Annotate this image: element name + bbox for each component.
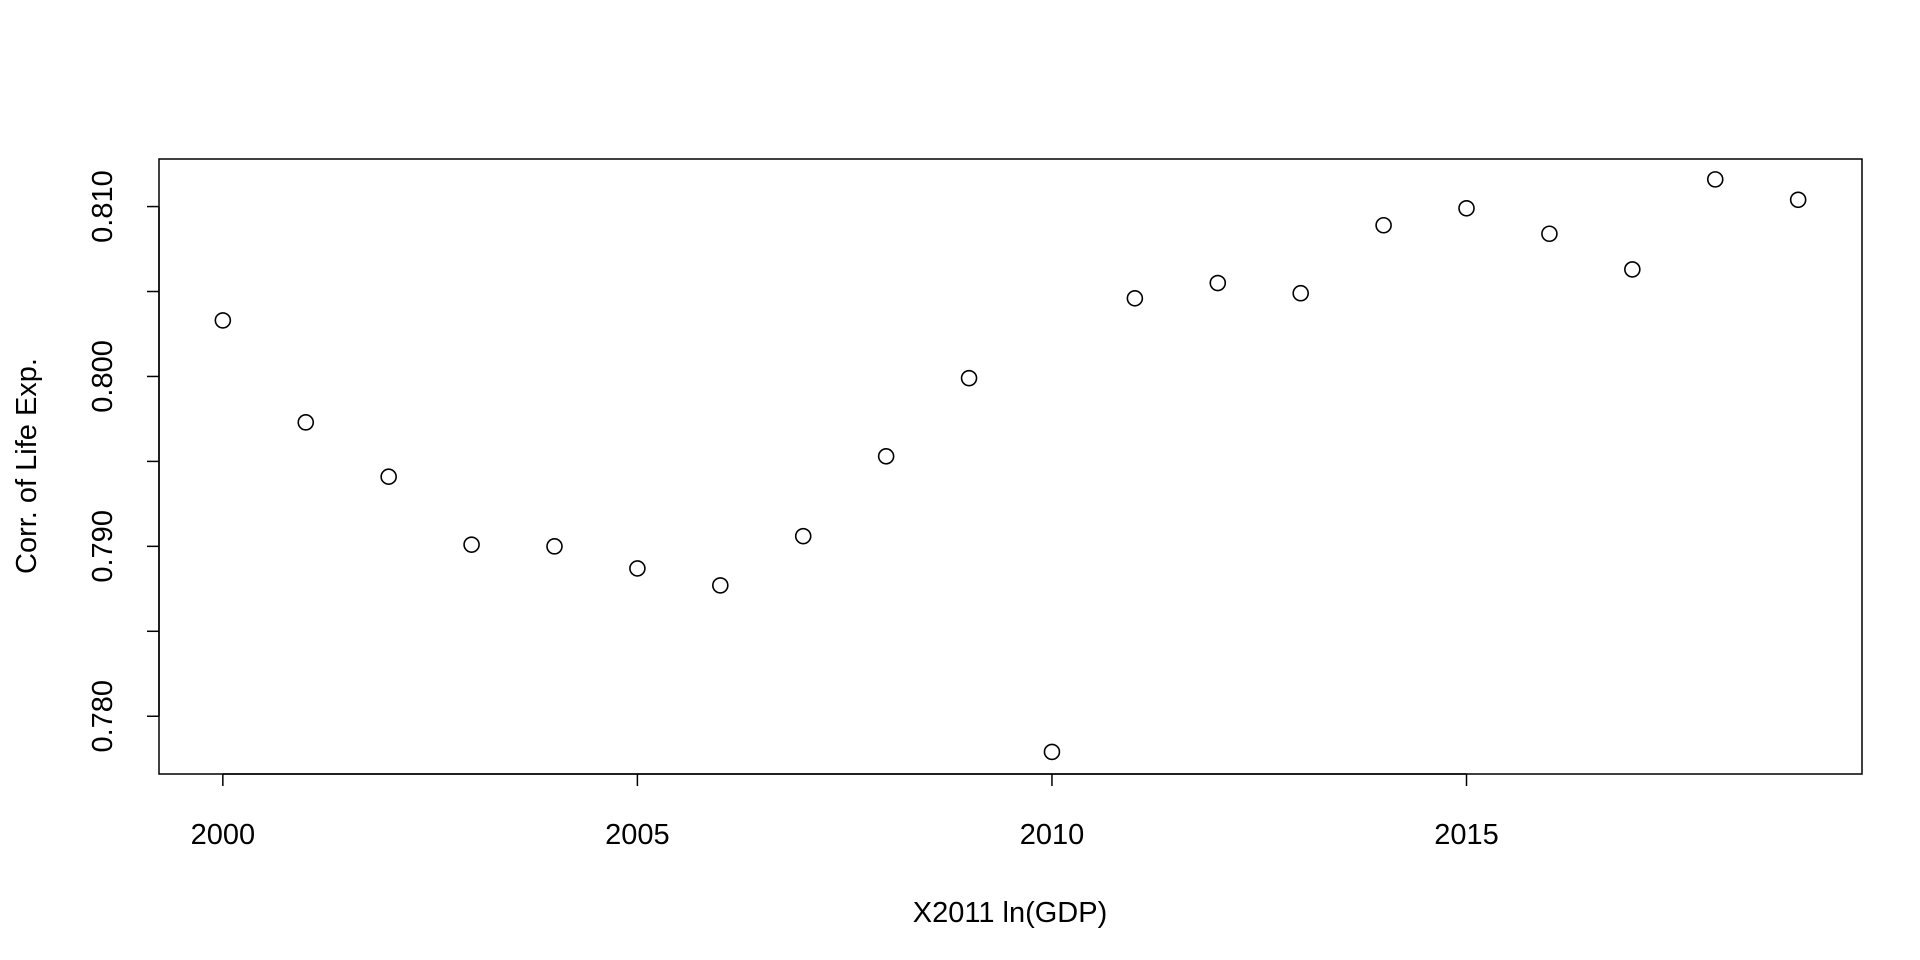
data-point — [1209, 274, 1227, 292]
data-point — [1043, 743, 1061, 761]
data-point — [1789, 191, 1807, 209]
y-axis: 0.780 0.790 0.800 0.810 — [87, 170, 160, 753]
x-tick-label: 2000 — [191, 819, 256, 851]
x-axis-label: X2011 ln(GDP) — [913, 897, 1108, 929]
data-point — [1624, 261, 1641, 278]
x-tick-label: 2010 — [1020, 819, 1085, 851]
y-tick-label: 0.780 — [87, 680, 119, 753]
y-axis-label: Corr. of Life Exp. — [11, 358, 43, 574]
data-point — [1541, 225, 1558, 243]
data-point — [297, 414, 315, 431]
data-point — [629, 560, 646, 577]
data-point — [794, 527, 812, 545]
data-point — [546, 538, 563, 555]
data-point — [1458, 199, 1475, 217]
data-point — [380, 468, 397, 485]
data-point — [1292, 284, 1309, 302]
data-point — [877, 448, 895, 465]
data-point — [1375, 216, 1392, 234]
y-tick-label: 0.790 — [87, 510, 119, 583]
data-point — [214, 312, 232, 329]
x-tick-label: 2015 — [1434, 819, 1499, 851]
data-points — [214, 171, 1807, 761]
x-tick-label: 2005 — [605, 819, 670, 851]
plot-frame — [158, 158, 1863, 775]
data-point — [1706, 171, 1724, 188]
y-tick-label: 0.810 — [87, 170, 119, 243]
data-point — [463, 536, 480, 553]
data-point — [712, 577, 729, 594]
x-axis: 2000 2005 2010 2015 — [191, 773, 1499, 851]
y-tick-label: 0.800 — [87, 340, 119, 413]
data-point — [1126, 290, 1144, 307]
data-point — [960, 369, 978, 387]
